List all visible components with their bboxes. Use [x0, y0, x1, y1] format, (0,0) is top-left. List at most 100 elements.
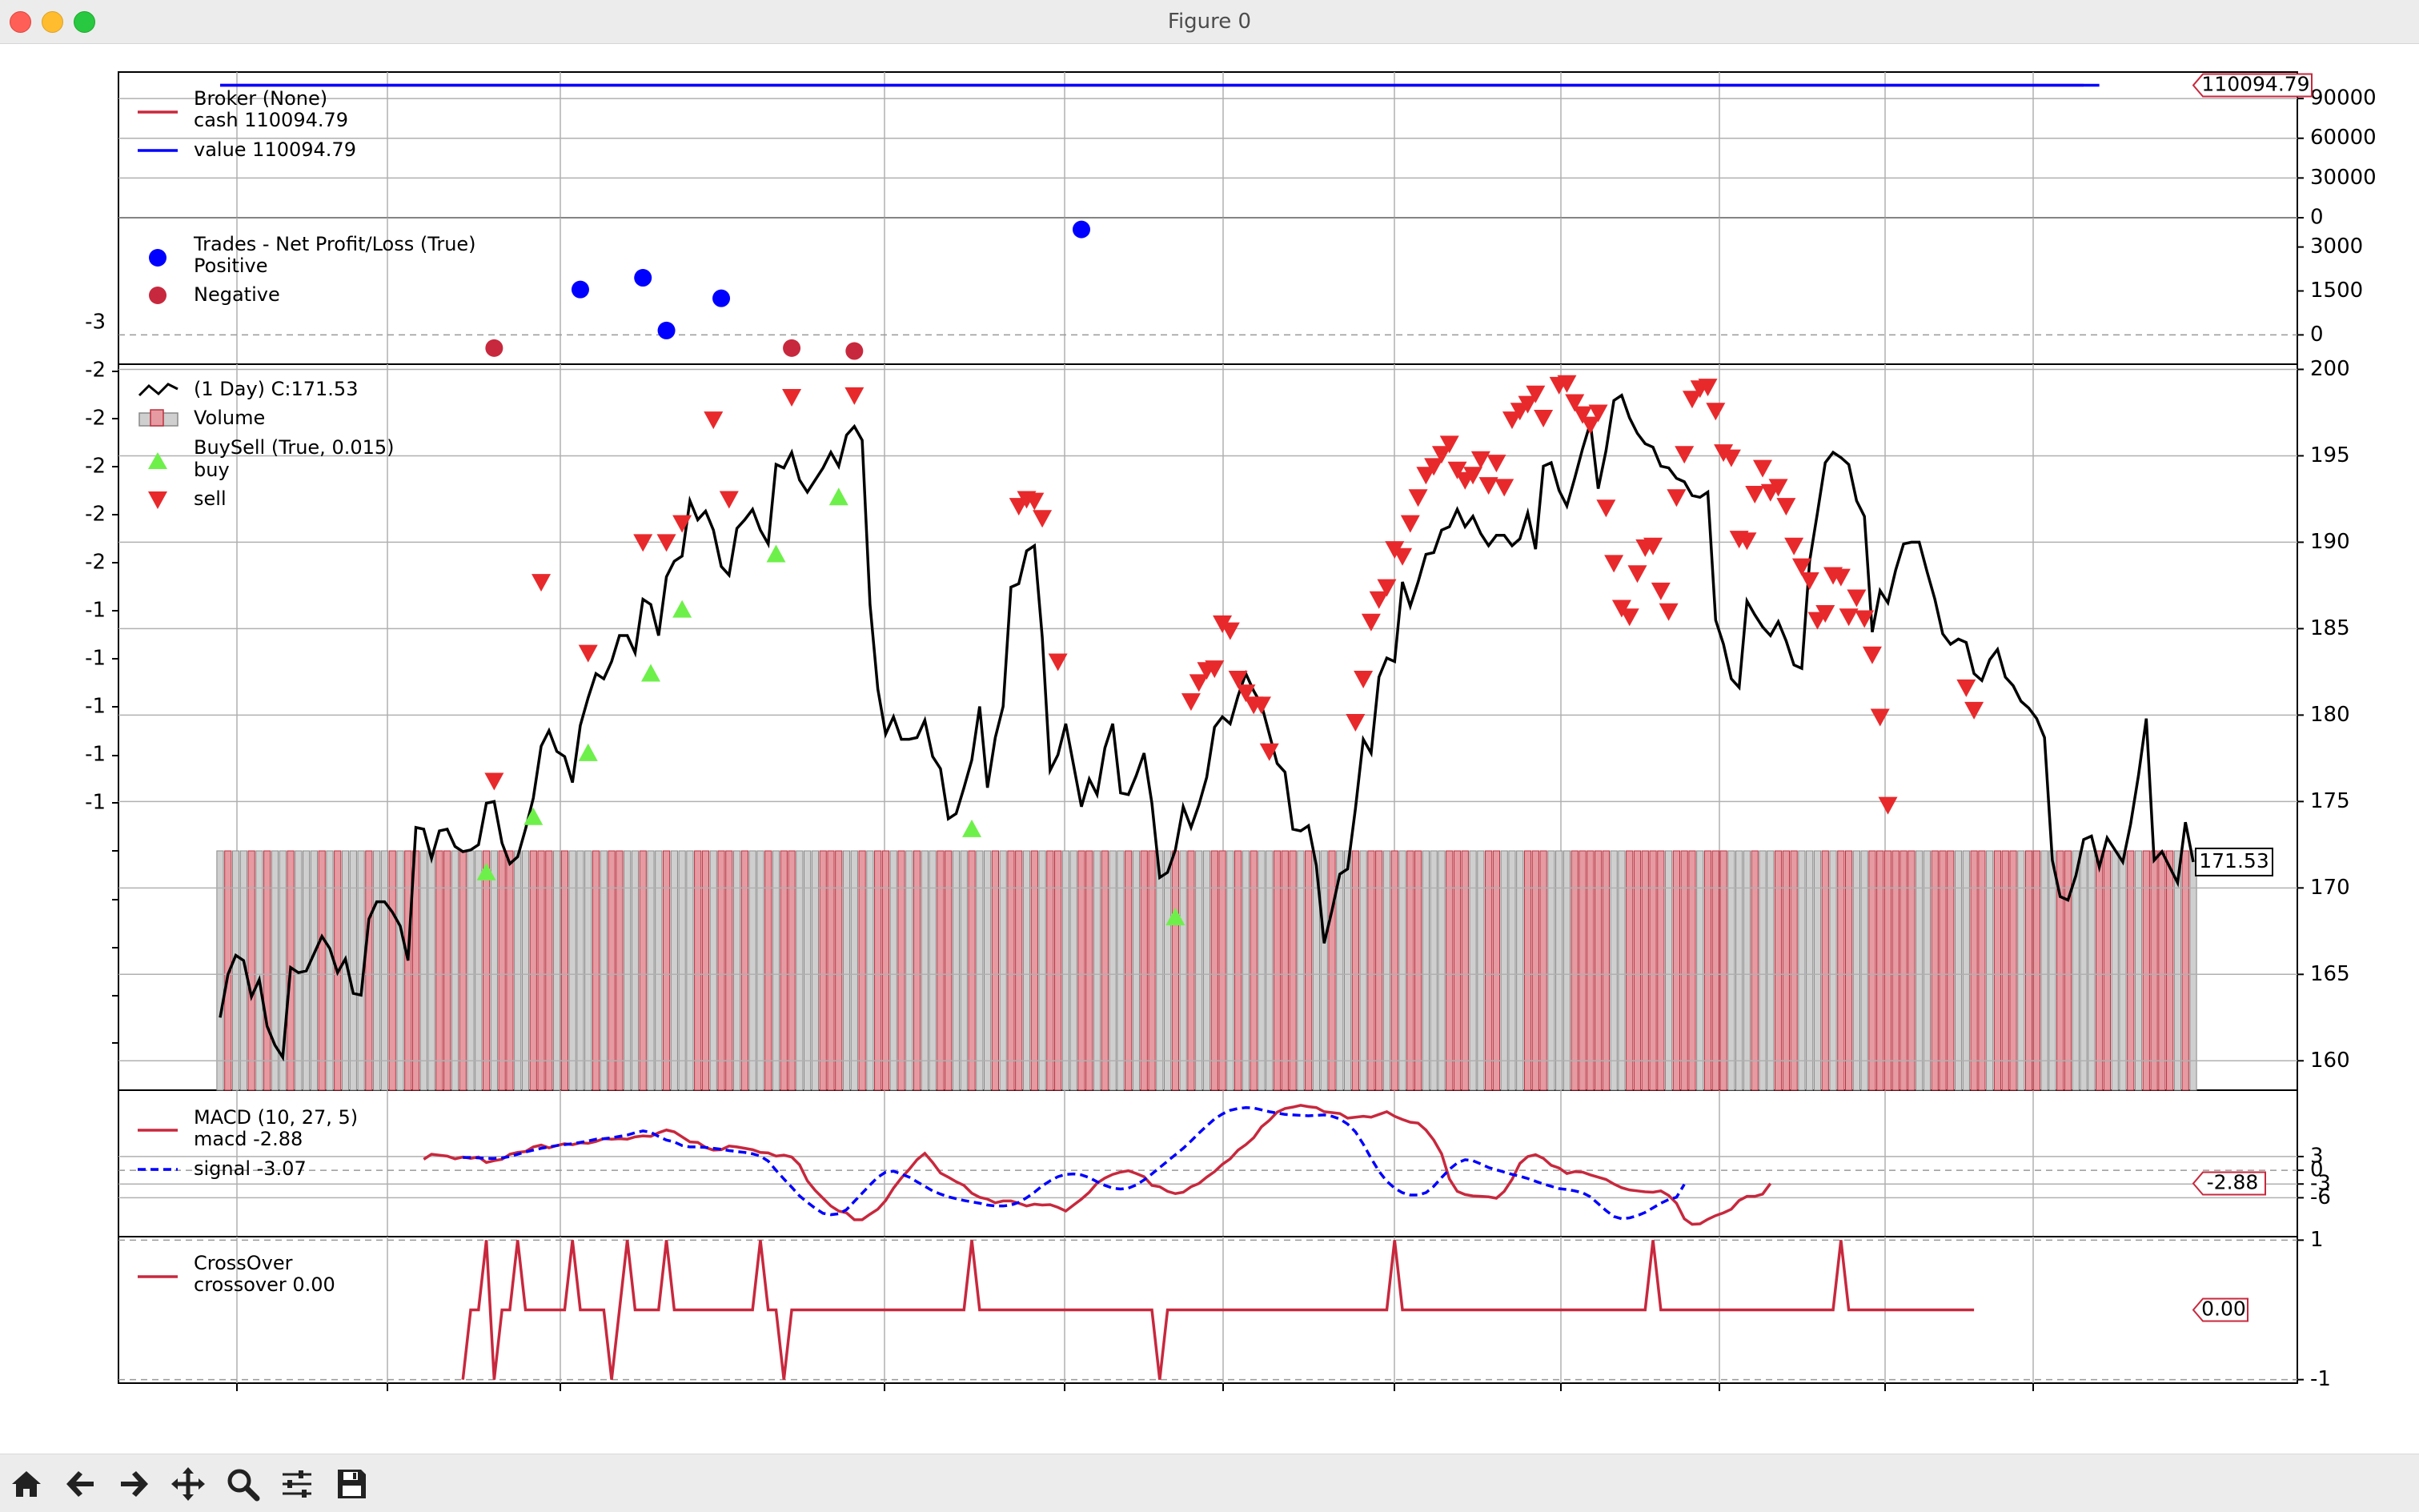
arrow-right-icon — [121, 1471, 148, 1497]
y-tick-label: 200 — [2310, 357, 2350, 381]
volume-bar — [2001, 850, 2009, 1091]
volume-bar — [1266, 850, 1274, 1091]
volume-bar — [1759, 850, 1767, 1091]
volume-bar — [1696, 850, 1704, 1091]
buy-marker — [1165, 908, 1185, 926]
volume-bar — [1148, 850, 1156, 1091]
forward-button[interactable] — [109, 1459, 158, 1509]
volume-bar — [1547, 850, 1555, 1091]
volume-bar — [1312, 850, 1321, 1091]
volume-bar — [1735, 850, 1743, 1091]
volume-bar — [780, 850, 788, 1091]
crossover-last-value-box — [2192, 1297, 2249, 1322]
volume-bar — [568, 850, 576, 1091]
sell-marker — [1721, 449, 1741, 467]
volume-bar — [1453, 850, 1462, 1091]
configure-subplots-button[interactable] — [272, 1459, 322, 1509]
volume-bar — [1125, 850, 1133, 1091]
volume-bar — [231, 850, 240, 1091]
volume-bar — [1054, 850, 1062, 1091]
volume-bar — [1046, 850, 1054, 1091]
pan-button[interactable] — [163, 1459, 213, 1509]
buy-marker — [524, 807, 544, 825]
legend-buy-label: buy — [194, 459, 230, 481]
volume-bar — [647, 850, 655, 1091]
volume-bar — [858, 850, 866, 1091]
sell-marker — [1956, 679, 1976, 697]
volume-bar — [388, 850, 396, 1091]
window-title: Figure 0 — [1167, 10, 1252, 34]
y-tick-label: 1 — [2310, 1228, 2324, 1252]
sell-marker — [1346, 714, 1366, 732]
left-tick-label: -1 — [85, 695, 106, 719]
volume-bar — [804, 850, 812, 1091]
volume-bar — [2017, 850, 2025, 1091]
sell-marker — [656, 534, 676, 552]
sell-marker — [1714, 444, 1734, 463]
save-button[interactable] — [327, 1459, 376, 1509]
volume-bar — [2189, 850, 2197, 1091]
volume-bar — [1657, 850, 1665, 1091]
back-button[interactable] — [56, 1459, 106, 1509]
volume-bar — [1132, 850, 1141, 1091]
close-window-button[interactable] — [10, 11, 31, 33]
sell-marker — [633, 534, 653, 552]
volume-bar — [1523, 850, 1532, 1091]
sell-marker — [704, 411, 724, 430]
left-tick-label: -2 — [85, 359, 106, 383]
minimize-window-button[interactable] — [42, 11, 63, 33]
volume-bar — [1908, 850, 1916, 1091]
volume-bar — [2134, 850, 2143, 1091]
volume-bar — [1179, 850, 1187, 1091]
volume-bar — [2111, 850, 2119, 1091]
y-tick-label: 185 — [2310, 616, 2350, 640]
volume-bar — [1163, 850, 1172, 1091]
volume-bar — [1579, 850, 1587, 1091]
volume-bar — [263, 850, 271, 1091]
volume-bar — [459, 850, 467, 1091]
volume-bar — [1359, 850, 1367, 1091]
y-tick-label: 175 — [2310, 789, 2350, 813]
y-tick-label: 0 — [2310, 206, 2324, 230]
volume-bar — [1563, 850, 1571, 1091]
volume-bar — [1281, 850, 1289, 1091]
volume-bar — [1422, 850, 1430, 1091]
volume-bar — [2142, 850, 2150, 1091]
volume-bar — [1939, 850, 1947, 1091]
trade-negative-marker — [845, 342, 864, 360]
legend-buy-swatch — [148, 452, 167, 469]
trade-positive-marker — [571, 280, 589, 299]
sell-marker — [1205, 660, 1225, 679]
sell-marker — [1236, 684, 1256, 703]
volume-bar — [404, 850, 412, 1091]
left-tick-label: -2 — [85, 407, 106, 431]
zoom-window-button[interactable] — [74, 11, 95, 33]
volume-bar — [1743, 850, 1751, 1091]
volume-bar — [1187, 850, 1195, 1091]
volume-bar — [1492, 850, 1501, 1091]
volume-bar — [451, 850, 459, 1091]
legend-buysell-title: BuySell (True, 0.015) — [194, 436, 395, 459]
sell-marker — [719, 491, 739, 509]
volume-bar — [2080, 850, 2088, 1091]
volume-bar — [490, 850, 498, 1091]
volume-bar — [748, 850, 756, 1091]
sell-marker — [1698, 379, 1718, 397]
volume-bar — [1618, 850, 1626, 1091]
home-button[interactable] — [2, 1459, 51, 1509]
sell-marker — [1682, 391, 1702, 409]
volume-bar — [1594, 850, 1603, 1091]
volume-bar — [1986, 850, 1994, 1091]
zoom-button[interactable] — [218, 1459, 267, 1509]
volume-bar — [396, 850, 404, 1091]
volume-bar — [1806, 850, 1814, 1091]
volume-bar — [506, 850, 514, 1091]
volume-bar — [1367, 850, 1375, 1091]
volume-bar — [467, 850, 475, 1091]
volume-bar — [1876, 850, 1884, 1091]
volume-bar — [2088, 850, 2096, 1091]
sell-marker — [1369, 591, 1389, 609]
volume-bar — [1672, 850, 1681, 1091]
macd-signal-line — [463, 1105, 1686, 1221]
